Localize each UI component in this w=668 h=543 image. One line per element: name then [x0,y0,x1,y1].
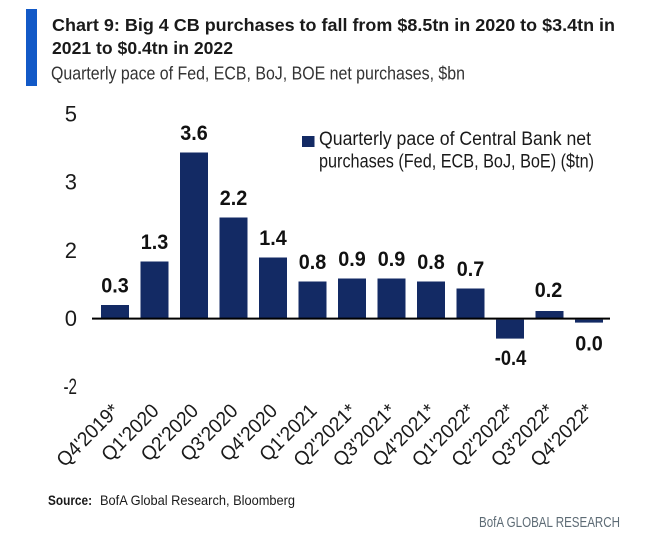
svg-text:BofA Global Research, Bloomber: BofA Global Research, Bloomberg [100,492,295,508]
svg-text:0: 0 [65,306,77,331]
svg-text:1.3: 1.3 [141,231,169,254]
svg-text:0.2: 0.2 [535,279,563,302]
svg-text:2: 2 [65,238,77,263]
svg-text:0.9: 0.9 [378,248,406,271]
svg-text:Source:: Source: [48,492,92,508]
svg-text:0.7: 0.7 [457,258,485,281]
svg-text:0.8: 0.8 [299,251,327,274]
svg-text:3.6: 3.6 [180,122,208,145]
svg-text:Chart 9: Big 4 CB purchases to: Chart 9: Big 4 CB purchases to fall from… [52,15,615,35]
svg-text:3: 3 [65,170,77,195]
svg-text:0.0: 0.0 [575,333,603,356]
svg-text:0.8: 0.8 [417,251,445,274]
svg-text:2.2: 2.2 [220,187,248,210]
svg-text:-2: -2 [64,374,78,399]
svg-text:0.3: 0.3 [101,275,129,298]
svg-text:5: 5 [65,101,77,126]
svg-text:BofA GLOBAL RESEARCH: BofA GLOBAL RESEARCH [479,514,620,531]
svg-text:-0.4: -0.4 [495,347,527,370]
svg-text:1.4: 1.4 [259,227,287,250]
svg-text:0.9: 0.9 [338,248,366,271]
svg-text:2021 to $0.4tn in 2022: 2021 to $0.4tn in 2022 [52,38,233,58]
svg-text:Quarterly pace of Central Bank: Quarterly pace of Central Bank net [319,129,592,150]
svg-text:purchases (Fed, ECB, BoJ, BoE): purchases (Fed, ECB, BoJ, BoE) ($tn) [319,152,594,173]
svg-text:Quarterly pace of Fed, ECB, Bo: Quarterly pace of Fed, ECB, BoJ, BOE net… [51,64,465,84]
